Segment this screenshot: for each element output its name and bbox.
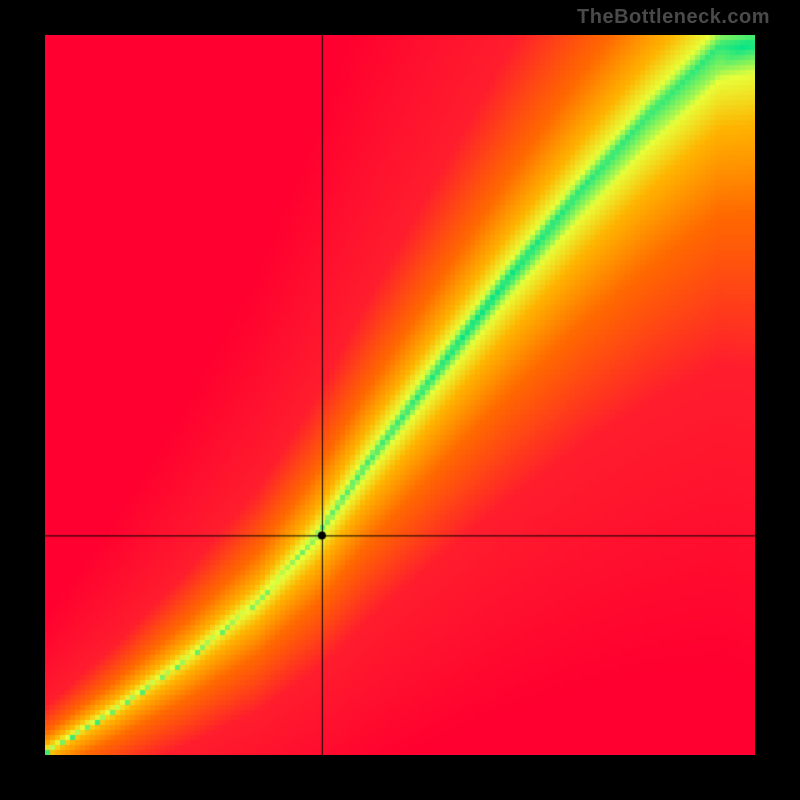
chart-container: { "watermark": { "text": "TheBottleneck.… xyxy=(0,0,800,800)
watermark-text: TheBottleneck.com xyxy=(577,6,770,29)
bottleneck-heatmap xyxy=(45,35,755,755)
